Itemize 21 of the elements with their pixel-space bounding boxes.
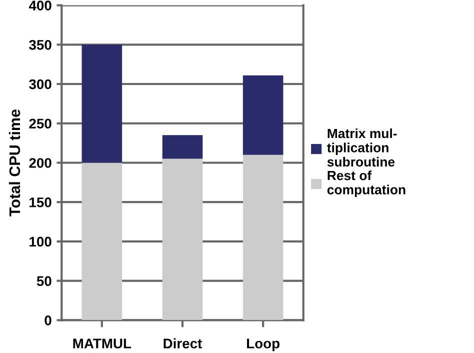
y-tick-label: 350 [29, 40, 52, 50]
y-tick-label: 300 [29, 79, 52, 90]
bar [82, 162, 122, 320]
y-tick-label: 50 [36, 276, 52, 286]
y-tick-label: 150 [30, 197, 52, 208]
bar [162, 158, 203, 320]
legend-label: Rest of computation [327, 170, 406, 198]
x-tick-label: Direct [164, 338, 202, 348]
bar [242, 154, 284, 320]
bar [242, 75, 284, 155]
y-tick-label: 100 [30, 236, 52, 247]
x-tick-label: Loop [247, 338, 280, 352]
y-axis-title: Total CPU time [8, 109, 20, 216]
bar [82, 44, 122, 163]
y-tick-label: 200 [29, 158, 52, 168]
y-tick-label: 400 [28, 0, 52, 10]
y-tick-label: 0 [44, 316, 52, 326]
x-tick-label: MATMUL [73, 338, 132, 348]
bar [162, 135, 203, 159]
legend-label: Matrix mul- tiplication subroutine [327, 128, 397, 167]
y-tick-label: 250 [29, 118, 52, 129]
